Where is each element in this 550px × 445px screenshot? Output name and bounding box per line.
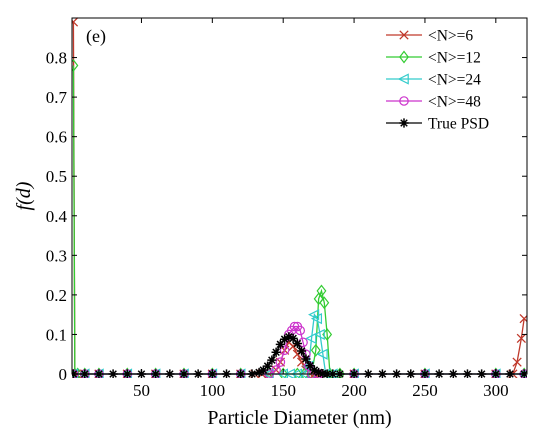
legend-label: <N>=48 [428,94,481,111]
y-tick-label: 0 [59,365,68,384]
legend-marker [399,118,409,128]
panel-label: (e) [86,26,106,47]
legend-marker [399,30,409,40]
data-point [301,354,311,364]
data-point [305,361,315,371]
y-tick-label: 0.2 [46,286,67,305]
y-tick-label: 0.8 [46,49,67,68]
x-tick-label: 100 [200,381,226,400]
data-point [280,334,290,344]
data-point [279,345,290,356]
data-point [284,332,294,342]
data-point [292,338,302,349]
data-point [297,346,307,356]
data-point [305,332,317,344]
data-point [319,296,330,310]
data-point [310,313,323,325]
data-point [254,367,264,378]
data-point [316,284,327,298]
legend-label: True PSD [428,116,489,133]
data-point [316,348,328,360]
data-point [512,357,522,367]
legend-marker [397,73,409,85]
data-point [313,328,325,341]
data-point [310,343,321,357]
data-point [271,347,281,357]
legend-entry: <N>=24 [386,72,481,89]
y-axis-label: f(d) [13,181,35,210]
y-tick-label: 0.4 [46,207,68,226]
data-point [295,325,306,336]
legend-label: <N>=6 [428,28,473,45]
legend-entry: <N>=6 [386,28,473,45]
x-tick-label: 50 [133,381,150,400]
ticks-layer: 50 100 150 200 250 300 0 0.1 0.2 0.3 0.4 0.5 0.6 0.7 0… [46,18,527,400]
legend: <N>=6 <N>=12 <N>=24 <N>=48 True PSD [386,28,489,133]
legend-marker [399,50,409,64]
y-tick-label: 0.6 [46,128,67,147]
x-tick-label: 250 [412,381,438,400]
data-point [516,333,526,344]
y-tick-label: 0.7 [46,88,68,107]
x-tick-label: 300 [483,381,509,400]
plot-frame [71,17,528,375]
legend-entry: <N>=12 [386,50,481,67]
y-tick-label: 0.3 [46,246,67,265]
legend-entry: <N>=48 [386,94,481,111]
legend-marker [399,96,409,106]
x-axis-label: Particle Diameter (nm) [207,407,391,429]
data-point [275,339,285,349]
legend-label: <N>=24 [428,72,481,89]
data-point [288,333,298,343]
x-tick-label: 200 [341,381,367,400]
x-tick-label: 150 [270,381,296,400]
data-point [314,367,324,378]
series-line [73,325,525,375]
data-point [72,17,79,27]
data-point [263,361,273,371]
data-point [72,59,79,72]
data-point [309,365,319,375]
data-point [275,357,286,367]
data-point [308,309,320,321]
legend-entry: True PSD [386,116,489,133]
legend-label: <N>=12 [428,50,481,67]
data-point [258,365,268,375]
y-tick-label: 0.1 [46,325,67,344]
y-tick-label: 0.5 [46,167,67,186]
data-point [267,355,277,365]
